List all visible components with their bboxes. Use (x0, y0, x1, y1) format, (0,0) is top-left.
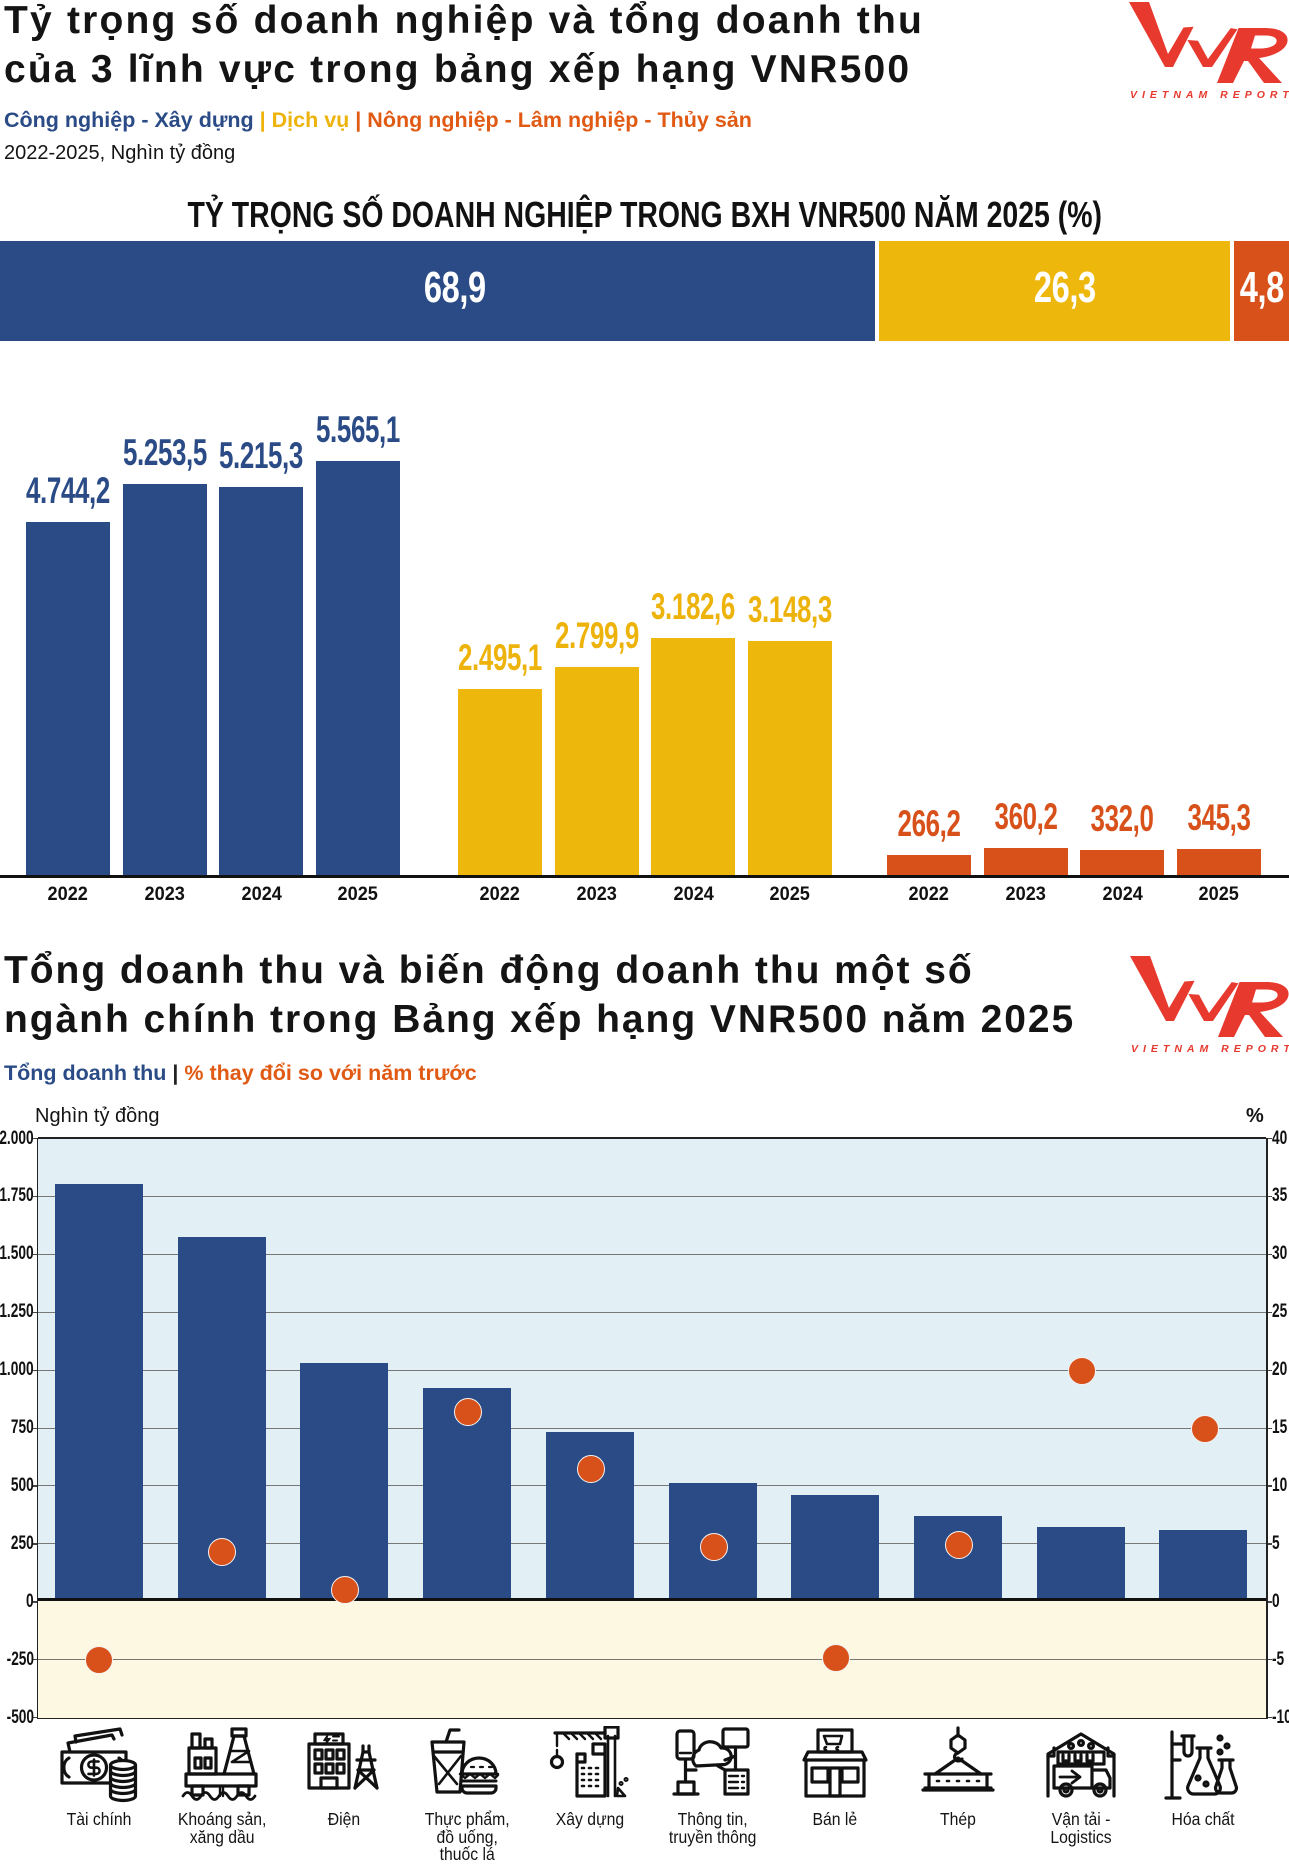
svg-text:VIETNAM REPORT: VIETNAM REPORT (1130, 89, 1289, 100)
svg-text:VIETNAM REPORT: VIETNAM REPORT (1131, 1043, 1289, 1054)
